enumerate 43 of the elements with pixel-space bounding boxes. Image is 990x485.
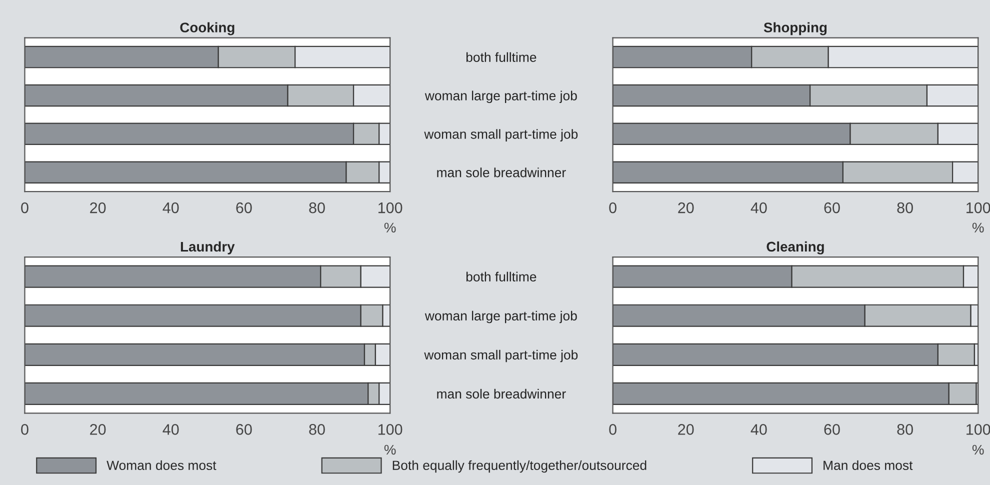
y-tick-label: man sole breadwinner — [437, 388, 566, 399]
x-tick-label: 20 — [678, 202, 694, 214]
legend-label: Man does most — [824, 460, 913, 470]
x-axis-title: % — [384, 444, 396, 455]
x-tick-label: 0 — [21, 202, 28, 214]
x-tick-label: 60 — [236, 202, 252, 214]
x-tick-label: 100 — [966, 424, 990, 435]
x-tick-label: 0 — [609, 202, 616, 214]
x-tick-label: 80 — [309, 424, 325, 435]
chart-title: Shopping — [764, 22, 827, 36]
x-tick-label: 20 — [90, 424, 106, 435]
y-tick-label: both fulltime — [466, 52, 536, 62]
x-tick-label: 40 — [750, 424, 767, 435]
legend-label: Woman does most — [106, 460, 216, 470]
x-tick-label: 0 — [21, 424, 28, 435]
y-tick-label: woman large part-time job — [424, 90, 577, 104]
x-tick-label: 40 — [162, 202, 179, 214]
x-tick-label: 20 — [90, 202, 106, 214]
x-tick-label: 100 — [378, 202, 402, 214]
x-tick-label: 60 — [824, 202, 840, 214]
y-tick-label: woman small part-time job — [424, 129, 578, 142]
x-tick-label: 80 — [897, 424, 913, 435]
x-tick-label: 80 — [309, 202, 325, 214]
legend-label: Both equally frequently/together/outsourced — [392, 460, 646, 473]
y-tick-label: woman large part-time job — [424, 310, 577, 324]
x-tick-label: 60 — [824, 424, 840, 435]
x-tick-label: 40 — [162, 424, 179, 435]
x-axis-title: % — [972, 444, 984, 455]
y-tick-label: both fulltime — [466, 272, 536, 282]
x-axis-title: % — [384, 222, 396, 232]
y-tick-label: woman small part-time job — [424, 350, 578, 362]
x-tick-label: 20 — [678, 424, 694, 435]
chart-title: Cooking — [180, 22, 234, 36]
x-tick-label: 0 — [609, 424, 616, 435]
x-tick-label: 80 — [897, 202, 913, 214]
x-tick-label: 100 — [966, 202, 990, 214]
y-tick-label: man sole breadwinner — [437, 168, 566, 178]
x-tick-label: 100 — [378, 424, 402, 435]
chart-title: Cleaning — [766, 241, 824, 254]
x-axis-title: % — [972, 222, 984, 232]
chart-title: Laundry — [180, 241, 235, 254]
x-tick-label: 60 — [236, 424, 252, 435]
x-tick-label: 40 — [750, 202, 767, 214]
